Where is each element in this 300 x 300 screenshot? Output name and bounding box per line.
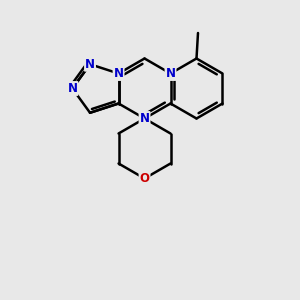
Text: N: N [114,67,124,80]
Text: O: O [140,172,149,185]
Text: N: N [140,112,149,125]
Text: N: N [166,67,176,80]
Text: N: N [85,58,95,71]
Text: N: N [68,82,77,95]
